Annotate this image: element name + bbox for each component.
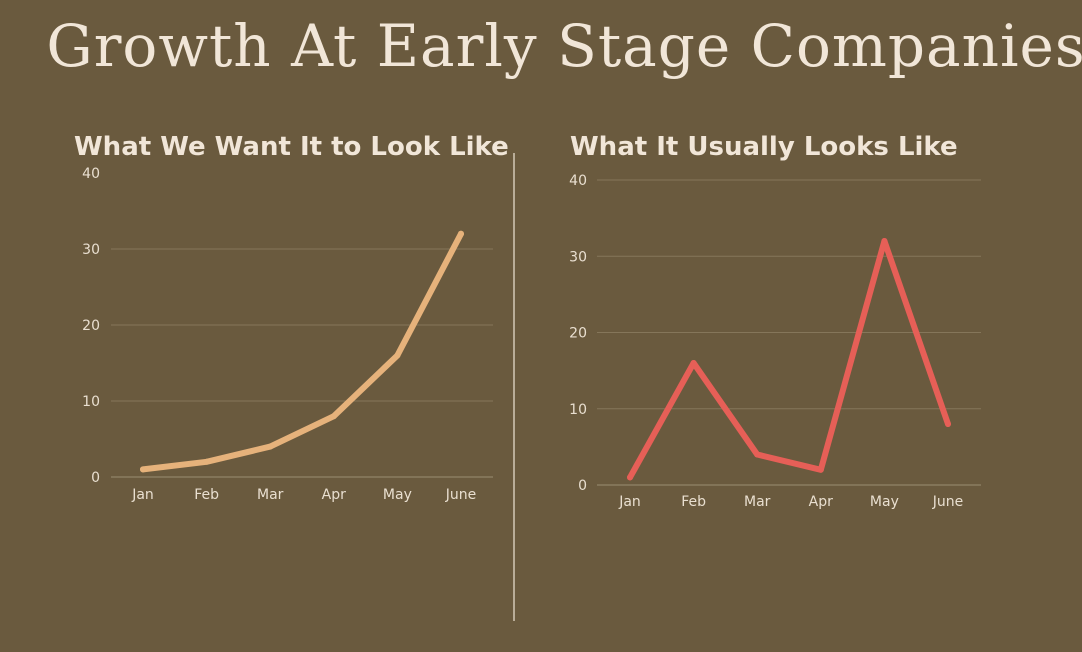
left-data-point [330, 413, 337, 420]
left-line-chart: 0 10 20 30 40 Jan Feb Mar Apr May June [82, 166, 493, 503]
left-y-tick-label: 20 [82, 318, 100, 334]
left-y-tick-label: 40 [82, 166, 100, 182]
page-title: Growth At Early Stage Companies [46, 12, 1082, 80]
right-x-tick-label: Mar [744, 494, 771, 510]
left-data-point [203, 458, 210, 465]
left-y-tick-label: 30 [82, 242, 100, 258]
right-y-tick-label: 30 [569, 249, 587, 265]
right-y-tick-label: 10 [569, 402, 587, 418]
left-x-tick-label: June [445, 487, 477, 503]
left-data-point [267, 443, 274, 450]
left-y-tick-label: 10 [82, 394, 100, 410]
right-x-tick-label: Apr [809, 494, 833, 510]
left-series-line [140, 230, 464, 473]
panel-divider [513, 153, 515, 621]
left-x-tick-label: Apr [322, 487, 346, 503]
right-x-tick-label: Feb [681, 494, 706, 510]
left-x-tick-label: Jan [131, 487, 154, 503]
right-data-point [754, 451, 761, 458]
right-data-point [817, 466, 824, 473]
left-x-tick-label: Feb [194, 487, 219, 503]
right-data-point [881, 238, 888, 244]
right-y-tick-label: 20 [569, 326, 587, 342]
left-data-point [140, 466, 146, 473]
right-data-point [690, 360, 697, 366]
right-x-tick-label: May [870, 494, 899, 510]
right-y-tick-label: 40 [569, 173, 587, 189]
left-x-tick-label: May [383, 487, 412, 503]
left-data-point [458, 230, 464, 237]
right-series-line [627, 238, 951, 481]
right-x-tick-label: June [932, 494, 964, 510]
right-line-chart: 0 10 20 30 40 Jan Feb Mar Apr May June [569, 173, 981, 510]
left-y-tick-label: 0 [91, 470, 100, 486]
right-x-tick-label: Jan [618, 494, 641, 510]
left-chart-title: What We Want It to Look Like [74, 132, 509, 162]
right-data-point [945, 421, 951, 427]
left-data-point [394, 352, 401, 359]
right-chart-title: What It Usually Looks Like [570, 132, 958, 162]
right-data-point [627, 474, 633, 481]
right-y-tick-label: 0 [578, 478, 587, 494]
left-x-tick-label: Mar [257, 487, 284, 503]
